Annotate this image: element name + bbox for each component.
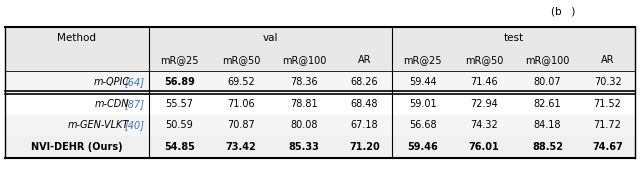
Text: 70.87: 70.87 xyxy=(227,120,255,130)
Bar xyxy=(5,136,635,158)
Text: 71.52: 71.52 xyxy=(594,99,621,109)
Text: 71.20: 71.20 xyxy=(349,142,380,152)
Text: 59.44: 59.44 xyxy=(409,77,436,87)
Text: 84.18: 84.18 xyxy=(534,120,561,130)
Text: 56.68: 56.68 xyxy=(409,120,436,130)
Text: mR@50: mR@50 xyxy=(221,55,260,65)
Text: mR@25: mR@25 xyxy=(160,55,198,65)
Text: 78.36: 78.36 xyxy=(291,77,318,87)
Text: AR: AR xyxy=(601,55,614,65)
Text: test: test xyxy=(503,33,524,43)
Text: 76.01: 76.01 xyxy=(468,142,499,152)
Text: 67.18: 67.18 xyxy=(351,120,378,130)
Text: 73.42: 73.42 xyxy=(225,142,256,152)
Text: 71.46: 71.46 xyxy=(470,77,498,87)
Bar xyxy=(5,71,635,93)
Text: 71.72: 71.72 xyxy=(594,120,621,130)
Text: 54.85: 54.85 xyxy=(164,142,195,152)
Text: 88.52: 88.52 xyxy=(532,142,563,152)
Text: 80.08: 80.08 xyxy=(291,120,318,130)
Text: [87]: [87] xyxy=(125,99,145,109)
Text: NVI-DEHR (Ours): NVI-DEHR (Ours) xyxy=(31,142,123,152)
Text: 68.26: 68.26 xyxy=(351,77,378,87)
Text: 70.32: 70.32 xyxy=(594,77,621,87)
Text: mR@100: mR@100 xyxy=(282,55,326,65)
Text: mR@25: mR@25 xyxy=(403,55,442,65)
Text: 68.48: 68.48 xyxy=(351,99,378,109)
Text: m-CDN: m-CDN xyxy=(95,99,129,109)
Text: (b   ): (b ) xyxy=(551,7,575,17)
Text: [40]: [40] xyxy=(125,120,145,130)
Text: 80.07: 80.07 xyxy=(534,77,561,87)
Text: 50.59: 50.59 xyxy=(166,120,193,130)
Text: m-QPIC: m-QPIC xyxy=(93,77,129,87)
Text: 59.01: 59.01 xyxy=(409,99,436,109)
Text: 85.33: 85.33 xyxy=(289,142,320,152)
Text: 56.89: 56.89 xyxy=(164,77,195,87)
Text: mR@100: mR@100 xyxy=(525,55,570,65)
Text: 72.94: 72.94 xyxy=(470,99,498,109)
Text: 78.81: 78.81 xyxy=(291,99,318,109)
Bar xyxy=(5,115,635,136)
Text: AR: AR xyxy=(358,55,371,65)
Text: [64]: [64] xyxy=(125,77,145,87)
Text: 55.57: 55.57 xyxy=(165,99,193,109)
Text: 74.32: 74.32 xyxy=(470,120,498,130)
Text: 82.61: 82.61 xyxy=(534,99,561,109)
Bar xyxy=(5,49,635,71)
Text: val: val xyxy=(262,33,278,43)
Text: 71.06: 71.06 xyxy=(227,99,255,109)
Bar xyxy=(5,93,635,115)
Bar xyxy=(5,27,635,49)
Text: 74.67: 74.67 xyxy=(592,142,623,152)
Text: 59.46: 59.46 xyxy=(407,142,438,152)
Text: mR@50: mR@50 xyxy=(465,55,503,65)
Text: Method: Method xyxy=(58,33,96,43)
Text: 69.52: 69.52 xyxy=(227,77,255,87)
Text: m-GEN-VLKT: m-GEN-VLKT xyxy=(68,120,129,130)
